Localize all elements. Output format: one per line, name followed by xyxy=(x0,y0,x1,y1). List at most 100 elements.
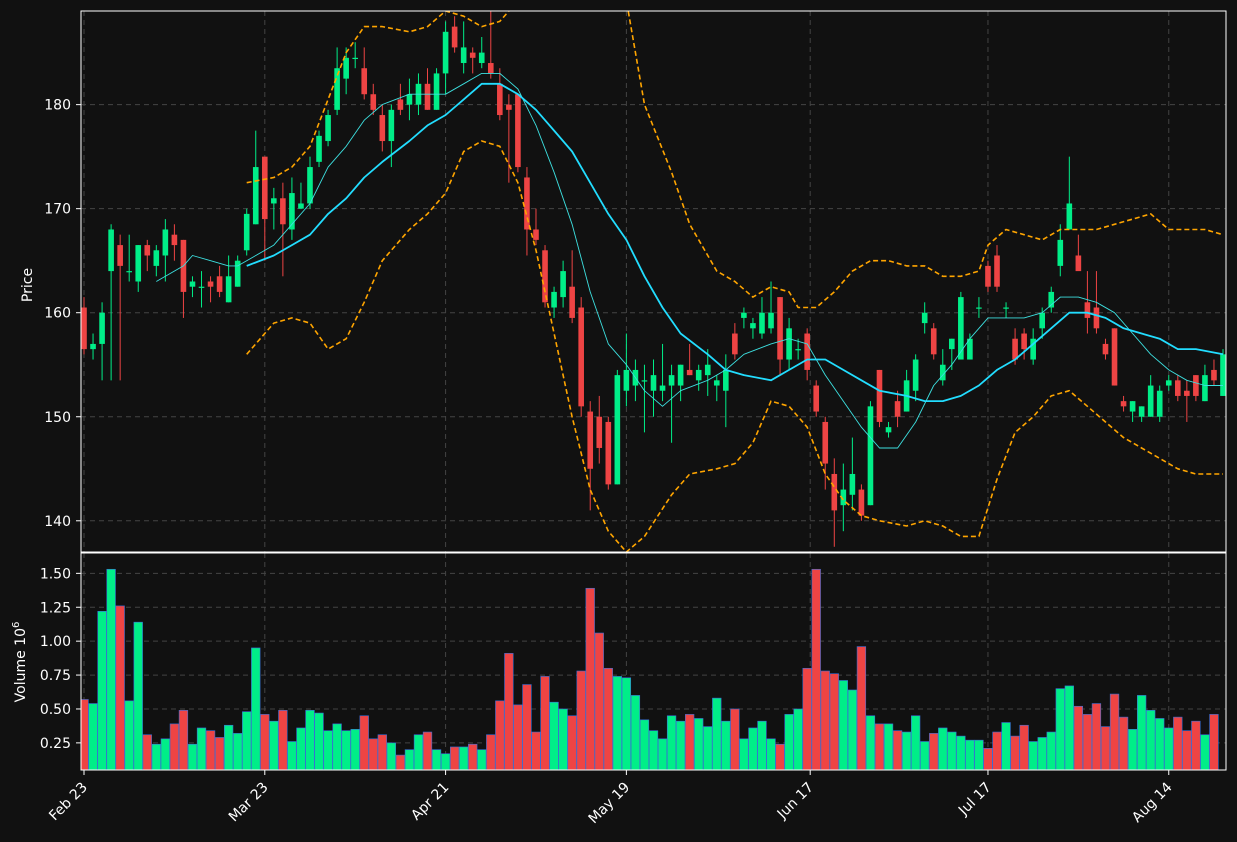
volume-label-base: 10 xyxy=(13,628,29,646)
candle-body xyxy=(768,312,774,329)
candle-body xyxy=(668,375,675,386)
volume-bar xyxy=(947,731,957,770)
candle-body xyxy=(976,307,982,309)
candle-body xyxy=(1048,291,1055,308)
volume-panel: 0.25 0.50 0.75 1.00 1.25 1.50 xyxy=(40,552,1227,771)
volume-bar xyxy=(847,689,858,770)
candle-body xyxy=(1165,380,1172,386)
volume-bar xyxy=(1010,735,1020,770)
volume-bar xyxy=(956,735,966,770)
candle-body xyxy=(1174,380,1181,396)
candle-body xyxy=(478,52,485,64)
candle-body xyxy=(379,115,386,142)
candle-body xyxy=(786,328,792,360)
candle-body xyxy=(442,31,449,74)
candle-body xyxy=(958,297,964,360)
price-axis-label: Price xyxy=(20,268,36,302)
volume-bar xyxy=(1182,730,1192,770)
candle-body xyxy=(967,338,973,360)
volume-bar xyxy=(820,670,830,770)
volume-tick-label: 0.75 xyxy=(40,668,71,684)
volume-bar xyxy=(766,738,776,770)
candle-body xyxy=(1057,239,1064,266)
candle-body xyxy=(234,260,241,287)
lower-band-line xyxy=(246,140,1223,552)
volume-bar xyxy=(124,700,134,770)
volume-bar xyxy=(413,734,424,770)
candle-body xyxy=(659,385,666,391)
volume-bar xyxy=(1127,729,1138,770)
volume-bar xyxy=(196,727,207,770)
volume-bar xyxy=(278,710,288,770)
candle-body xyxy=(162,229,169,256)
volume-bar xyxy=(187,743,198,770)
volume-bar xyxy=(929,733,939,770)
candle-body xyxy=(795,349,801,351)
volume-bar xyxy=(621,677,632,770)
price-tick-label: 180 xyxy=(44,98,71,114)
volume-bar xyxy=(133,621,143,770)
candle-body xyxy=(623,369,630,391)
candle-body xyxy=(316,135,322,162)
volume-bar xyxy=(603,667,613,770)
candle-body xyxy=(732,333,738,355)
volume-bar xyxy=(332,723,342,770)
candle-body xyxy=(334,68,340,110)
volume-bar xyxy=(395,754,406,770)
candle-body xyxy=(1138,406,1145,417)
candle-body xyxy=(876,369,883,422)
volume-bar xyxy=(938,727,948,770)
volume-bar xyxy=(1019,724,1029,770)
candle-body xyxy=(1120,401,1127,407)
volume-bar xyxy=(251,647,261,770)
price-panel: 140 150 160 170 180 xyxy=(44,10,1227,553)
candle-body xyxy=(569,286,575,318)
volume-bar xyxy=(648,730,659,770)
volume-bar xyxy=(440,753,451,770)
volume-bar xyxy=(449,746,460,770)
candle-body xyxy=(596,416,603,448)
candle-body xyxy=(216,276,223,292)
candle-body xyxy=(280,198,286,225)
volume-bar xyxy=(1046,731,1056,770)
candle-body xyxy=(1220,354,1226,396)
candle-body xyxy=(506,104,512,110)
candle-body xyxy=(587,411,594,469)
volume-bar xyxy=(594,632,604,770)
volume-bar xyxy=(838,680,848,770)
candle-body xyxy=(1084,302,1091,318)
candle-body xyxy=(198,286,205,288)
volume-bar xyxy=(260,714,270,770)
volume-bar xyxy=(269,720,279,770)
candle-body xyxy=(578,307,584,407)
candle-body xyxy=(153,250,160,266)
candle-body xyxy=(171,234,178,246)
volume-label-text: Volume xyxy=(13,650,29,702)
volume-bar xyxy=(97,611,107,770)
volume-bar xyxy=(549,701,559,770)
candle-body xyxy=(741,312,747,318)
candles-group xyxy=(81,11,1226,552)
candle-body xyxy=(433,73,440,110)
candle-body xyxy=(1012,338,1018,360)
candle-body xyxy=(894,401,901,417)
volume-bar xyxy=(495,700,505,770)
volume-bar xyxy=(368,738,378,770)
volume-bar xyxy=(296,727,306,770)
volume-bar xyxy=(1028,741,1038,770)
volume-bar xyxy=(983,747,993,770)
volume-bar xyxy=(1037,737,1047,770)
candle-body xyxy=(108,229,114,272)
volume-bar xyxy=(404,749,415,770)
candle-body xyxy=(243,213,250,251)
volume-bar xyxy=(911,715,921,770)
volume-bar xyxy=(1137,695,1147,770)
candle-body xyxy=(1184,390,1190,396)
volume-bar xyxy=(169,723,180,770)
volume-bar xyxy=(151,743,161,770)
candle-body xyxy=(252,167,259,225)
volume-bar xyxy=(920,741,930,770)
volume-bar xyxy=(242,711,252,770)
volume-bar xyxy=(694,718,704,770)
candle-body xyxy=(750,323,756,329)
